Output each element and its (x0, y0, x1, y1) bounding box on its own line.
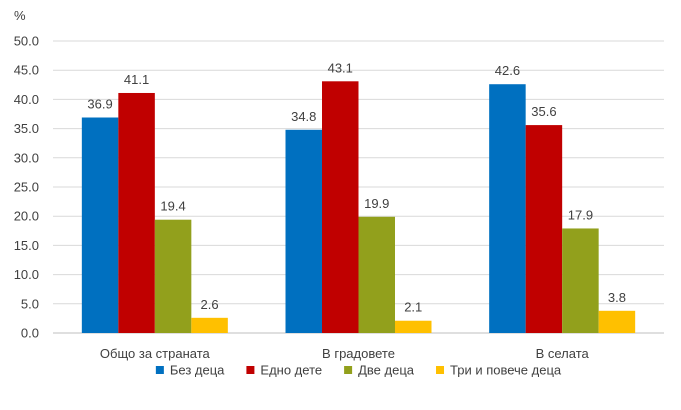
y-tick-label: 45.0 (14, 63, 39, 78)
legend-item: Три и повече деца (436, 363, 562, 378)
legend-swatch (246, 366, 255, 374)
bar (285, 129, 322, 333)
data-label: 43.1 (328, 60, 353, 75)
y-tick-label: 30.0 (14, 150, 39, 165)
bar (525, 125, 563, 333)
legend-label: Две деца (358, 363, 415, 378)
bar (395, 320, 432, 333)
y-tick-label: 50.0 (14, 34, 39, 49)
y-tick-labels: 0.0 5.0 10.0 15.0 20.0 25.0 30.0 35.0 40.0 45.0 50… (14, 34, 39, 341)
data-label: 2.1 (404, 300, 422, 315)
data-label: 2.6 (201, 297, 219, 312)
x-tick-labels: Общо за страната В градовете В селата (100, 346, 590, 361)
y-tick-label: 40.0 (14, 92, 39, 107)
legend-label: Едно дете (260, 363, 322, 378)
bar (118, 92, 155, 333)
bar (154, 219, 192, 333)
y-tick-label: 10.0 (14, 267, 39, 282)
data-label: 35.6 (531, 104, 556, 119)
y-tick-label: 5.0 (21, 296, 39, 311)
legend-swatch (344, 366, 353, 374)
data-label: 34.8 (291, 109, 316, 124)
x-tick-label: В градовете (322, 346, 395, 361)
bar (358, 216, 395, 333)
y-tick-label: 15.0 (14, 238, 39, 253)
bar (81, 117, 119, 333)
data-labels: 36.9 41.1 19.4 2.6 34.8 43.1 19.9 2.1 42.6 35.6 17… (87, 60, 626, 314)
legend-label: Три и повече деца (450, 363, 562, 378)
y-tick-label: 25.0 (14, 180, 39, 195)
bar (191, 317, 228, 333)
x-tick-label: Общо за страната (100, 346, 211, 361)
data-label: 3.8 (608, 290, 626, 305)
legend-swatch (436, 366, 445, 374)
legend-swatch (155, 366, 164, 374)
bar (489, 84, 526, 333)
bar (598, 310, 636, 333)
legend: Без деца Едно дете Две деца Три и повече де… (155, 363, 562, 378)
data-label: 19.9 (364, 196, 389, 211)
bars (81, 81, 636, 334)
data-label: 17.9 (568, 207, 593, 222)
y-tick-label: 0.0 (21, 326, 39, 341)
legend-item: Едно дете (246, 363, 322, 378)
legend-label: Без деца (170, 363, 225, 378)
legend-item: Без деца (155, 363, 225, 378)
data-label: 41.1 (124, 72, 149, 87)
x-tick-label: В селата (536, 346, 590, 361)
data-label: 42.6 (495, 63, 520, 78)
y-axis-unit: % (14, 8, 26, 23)
y-tick-label: 20.0 (14, 209, 39, 224)
bar (322, 81, 359, 334)
legend-item: Две деца (344, 363, 415, 378)
bar (562, 228, 599, 333)
data-label: 36.9 (87, 97, 112, 112)
data-label: 19.4 (160, 199, 185, 214)
y-tick-label: 35.0 (14, 121, 39, 136)
